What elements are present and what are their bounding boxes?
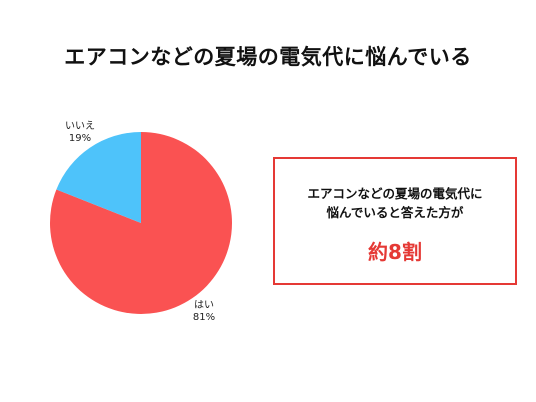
- callout-text: エアコンなどの夏場の電気代に 悩んでいると答えた方が: [275, 184, 515, 222]
- summary-callout: エアコンなどの夏場の電気代に 悩んでいると答えた方が 約8割: [273, 157, 517, 285]
- slice-label-yes: はい 81%: [186, 300, 222, 324]
- callout-line-2: 悩んでいると答えた方が: [326, 205, 464, 220]
- slice-name-yes: はい: [194, 300, 214, 311]
- chart-title: エアコンなどの夏場の電気代に悩んでいる: [64, 45, 472, 69]
- slice-name-no: いいえ: [65, 121, 95, 132]
- pie-slice-yes: [49, 132, 232, 314]
- slice-percent-yes: 81%: [192, 312, 216, 323]
- callout-line-1: エアコンなどの夏場の電気代に: [307, 186, 483, 201]
- callout-value: 約8割: [368, 240, 422, 264]
- pie-slice-no: [56, 132, 141, 223]
- slice-percent-no: 19%: [68, 133, 92, 144]
- slice-label-no: いいえ 19%: [62, 121, 98, 145]
